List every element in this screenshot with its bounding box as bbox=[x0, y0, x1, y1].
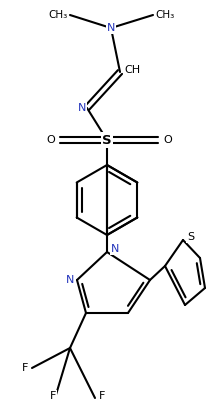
Text: F: F bbox=[99, 391, 105, 401]
Text: O: O bbox=[163, 135, 172, 145]
Text: CH₃: CH₃ bbox=[155, 10, 174, 20]
Text: CH: CH bbox=[124, 65, 140, 75]
Text: N: N bbox=[107, 23, 115, 33]
Text: CH₃: CH₃ bbox=[49, 10, 68, 20]
Text: N: N bbox=[66, 275, 74, 285]
Text: S: S bbox=[187, 232, 194, 242]
Text: O: O bbox=[46, 135, 55, 145]
Text: F: F bbox=[22, 363, 28, 373]
Text: S: S bbox=[102, 133, 112, 146]
Text: N: N bbox=[78, 103, 86, 113]
Text: F: F bbox=[50, 391, 56, 401]
Text: N: N bbox=[111, 244, 119, 254]
